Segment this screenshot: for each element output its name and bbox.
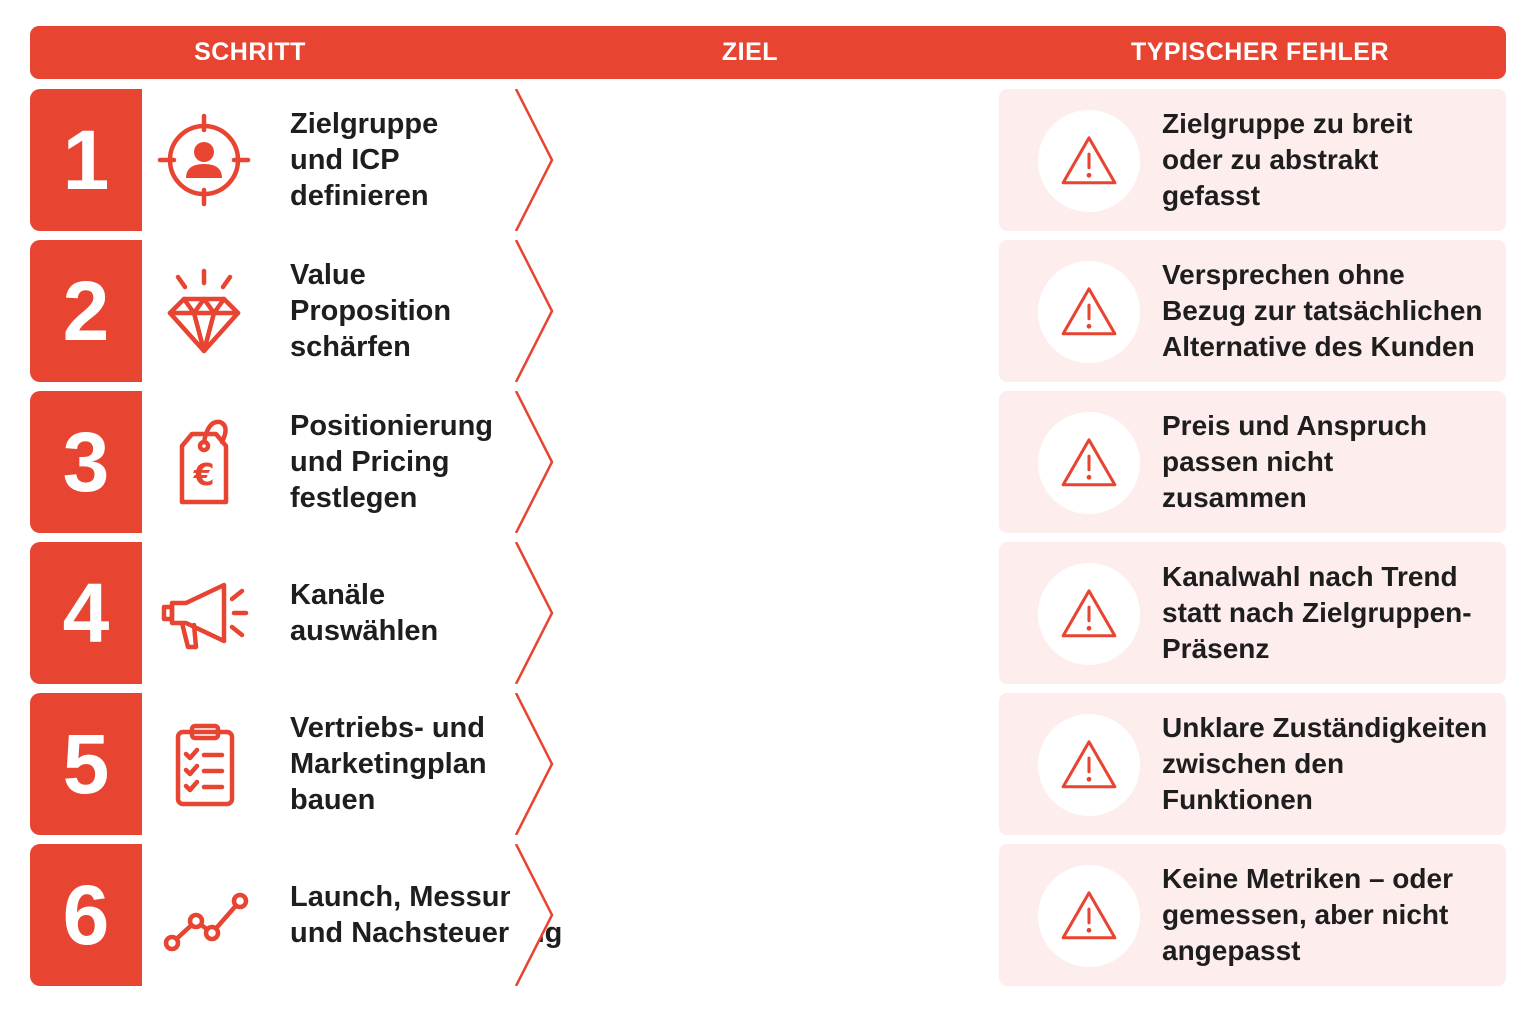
diamond-icon bbox=[154, 261, 254, 361]
bullseye-arrow-icon bbox=[572, 110, 674, 212]
network-nodes-icon bbox=[572, 563, 674, 665]
warning-icon bbox=[1038, 865, 1140, 967]
chevron-arrow bbox=[510, 240, 554, 382]
goal-text: Erfolgsmessung an vorab definierten KPIs bbox=[699, 863, 959, 966]
step-cell: Vertriebs- und Marketingplan bauen bbox=[142, 693, 574, 835]
step-text: Value Proposition schärfen bbox=[290, 259, 452, 363]
step-number: 4 bbox=[30, 542, 142, 684]
error-cell: Zielgruppe zu breit oder zu abstrakt gef… bbox=[999, 89, 1506, 231]
goal-text: Fokussierter Mix von zwei bis drei Kanäl… bbox=[699, 561, 924, 664]
chevron-arrow bbox=[510, 693, 554, 835]
clipboard-checklist-icon bbox=[154, 714, 254, 814]
step-cell: Value Proposition schärfen bbox=[142, 240, 574, 382]
table-row: Fokussierter Mix von zwei bis drei Kanäl… bbox=[30, 542, 1506, 684]
step-text: Vertriebs- und Marketingplan bauen bbox=[290, 712, 487, 816]
header-goal: ZIEL bbox=[721, 38, 779, 66]
table-row: Klare, messbare Formulierung des Kundenn… bbox=[30, 240, 1506, 382]
step-text: Positionierung und Pricing festlegen bbox=[290, 410, 493, 514]
error-text: Versprechen ohne Bezug zur tatsächlichen… bbox=[1162, 259, 1483, 362]
table-row: Präzises Bild des idealen Kunden 1 Zielgru… bbox=[30, 89, 1506, 231]
chevron-arrow bbox=[510, 391, 554, 533]
table-row: Erfolgsmessung an vorab definierten KPIs… bbox=[30, 844, 1506, 986]
header-step: SCHRITT bbox=[194, 38, 306, 66]
line-graph-icon bbox=[154, 865, 254, 965]
error-cell: Versprechen ohne Bezug zur tatsächlichen… bbox=[999, 240, 1506, 382]
step-text: Kanäle auswählen bbox=[290, 579, 439, 647]
chevron-arrow bbox=[510, 844, 554, 986]
goal-text: Stimmige Einordnung von Angebot und Prei… bbox=[699, 392, 870, 531]
goal-text: Klare, messbare Formulierung des Kundenn… bbox=[699, 259, 936, 362]
step-number: 5 bbox=[30, 693, 142, 835]
growth-chart-icon bbox=[572, 412, 674, 514]
error-cell: Keine Metriken – oder gemessen, aber nic… bbox=[999, 844, 1506, 986]
goal-text: Präzises Bild des idealen Kunden bbox=[699, 108, 874, 211]
chevron-arrow bbox=[510, 89, 554, 231]
goal-cell: Stimmige Einordnung von Angebot und Prei… bbox=[517, 391, 995, 533]
goal-cell: Präzises Bild des idealen Kunden bbox=[517, 89, 995, 231]
goal-cell: Fokussierter Mix von zwei bis drei Kanäl… bbox=[517, 542, 995, 684]
step-text: Zielgruppe und ICP definieren bbox=[290, 108, 439, 212]
chevron-arrow bbox=[510, 542, 554, 684]
step-number: 6 bbox=[30, 844, 142, 986]
error-text: Zielgruppe zu breit oder zu abstrakt gef… bbox=[1162, 108, 1413, 211]
goal-cell: Konkrete Aktivitäten mit Verantwortliche… bbox=[517, 693, 995, 835]
team-icon bbox=[572, 714, 674, 816]
step-number: 1 bbox=[30, 89, 142, 231]
megaphone-icon bbox=[154, 563, 254, 663]
error-cell: Unklare Zuständigkeiten zwischen den Fun… bbox=[999, 693, 1506, 835]
svg-text:€: € bbox=[193, 458, 215, 493]
error-text: Kanalwahl nach Trend statt nach Zielgrup… bbox=[1162, 561, 1472, 664]
warning-icon bbox=[1038, 261, 1140, 363]
warning-icon bbox=[1038, 110, 1140, 212]
table-row: Stimmige Einordnung von Angebot und Prei… bbox=[30, 391, 1506, 533]
euro-price-tag-icon: € bbox=[154, 412, 254, 512]
step-number: 2 bbox=[30, 240, 142, 382]
error-text: Keine Metriken – oder gemessen, aber nic… bbox=[1162, 863, 1453, 966]
warning-icon bbox=[1038, 412, 1140, 514]
checkmark-circle-icon bbox=[572, 261, 674, 363]
error-cell: Kanalwahl nach Trend statt nach Zielgrup… bbox=[999, 542, 1506, 684]
table-header: SCHRITT ZIEL TYPISCHER FEHLER bbox=[30, 26, 1506, 79]
step-number: 3 bbox=[30, 391, 142, 533]
error-text: Preis und Anspruch passen nicht zusammen bbox=[1162, 410, 1428, 513]
goal-text: Konkrete Aktivitäten mit Verantwortliche… bbox=[699, 712, 975, 815]
speedometer-icon bbox=[572, 865, 674, 967]
target-person-icon bbox=[154, 110, 254, 210]
warning-icon bbox=[1038, 563, 1140, 665]
goal-cell: Erfolgsmessung an vorab definierten KPIs bbox=[517, 844, 995, 986]
step-cell: Kanäle auswählen bbox=[142, 542, 574, 684]
error-text: Unklare Zuständigkeiten zwischen den Fun… bbox=[1162, 712, 1488, 815]
step-cell: € Positionierung und Pricing festlegen bbox=[142, 391, 574, 533]
header-error: TYPISCHER FEHLER bbox=[1130, 38, 1390, 66]
table-row: Konkrete Aktivitäten mit Verantwortliche… bbox=[30, 693, 1506, 835]
goal-cell: Klare, messbare Formulierung des Kundenn… bbox=[517, 240, 995, 382]
error-cell: Preis und Anspruch passen nicht zusammen bbox=[999, 391, 1506, 533]
step-cell: Zielgruppe und ICP definieren bbox=[142, 89, 574, 231]
warning-icon bbox=[1038, 714, 1140, 816]
